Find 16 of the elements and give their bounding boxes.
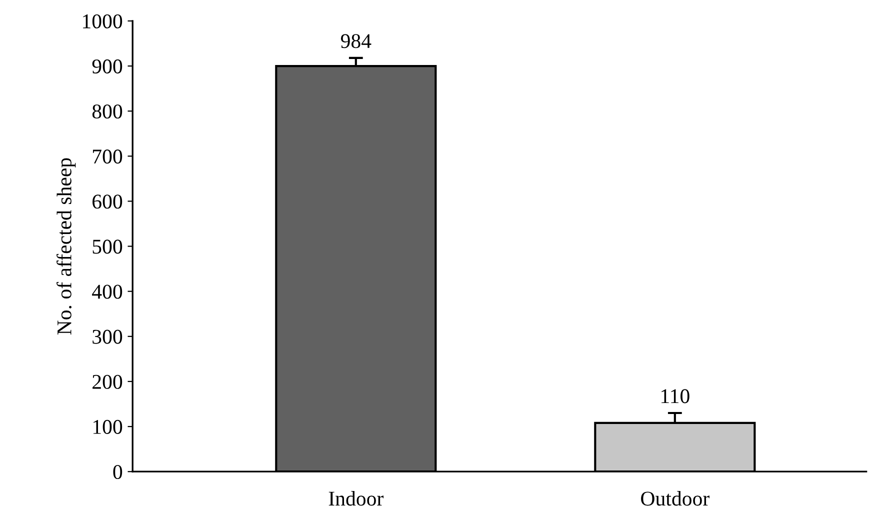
- y-tick-label: 0: [113, 464, 122, 480]
- y-tick-label: 600: [92, 194, 122, 209]
- y-tick-label: 700: [93, 150, 122, 164]
- x-tick-label: Indoor: [328, 491, 384, 506]
- x-tick-label: Outdoor: [641, 491, 710, 506]
- annotation: 110: [662, 389, 690, 404]
- y-tick-label: 200: [92, 374, 122, 389]
- y-tick-label: 300: [92, 330, 122, 344]
- y-tick-label: 400: [92, 284, 122, 299]
- y-tick-label: 1000: [83, 14, 122, 28]
- y-tick-label: 500: [92, 240, 122, 254]
- y-tick-label: 800: [92, 104, 122, 119]
- y-tick-label: 100: [93, 420, 122, 434]
- y-tick-label: 900: [92, 59, 122, 74]
- annotation: 984: [340, 34, 372, 48]
- y-axis-title: No. of affected sheep: [56, 158, 76, 335]
